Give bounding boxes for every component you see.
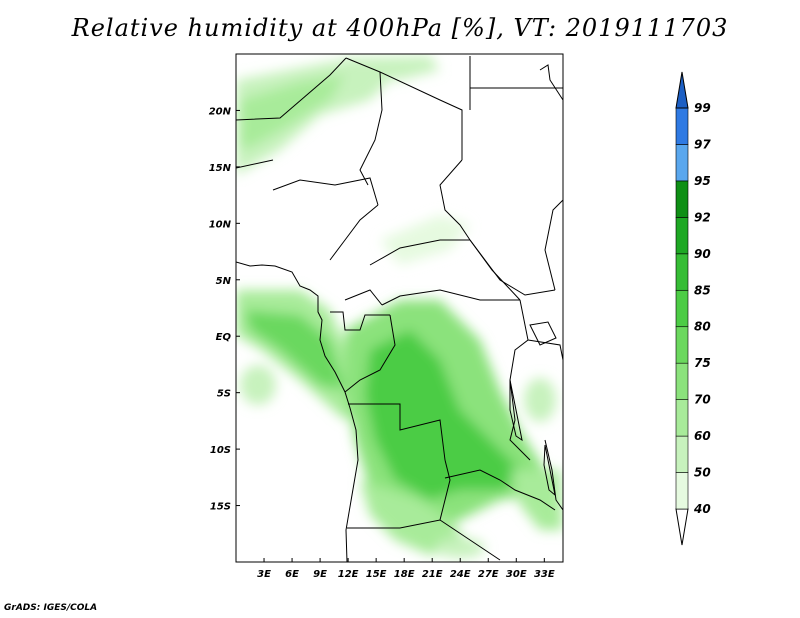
border-libya-chad <box>345 57 463 160</box>
colorbar-box <box>675 362 689 400</box>
lat-tick-label: EQ <box>216 332 232 343</box>
colorbar-box <box>675 253 689 291</box>
colorbar-level-label: 99 <box>694 101 711 115</box>
lat-tick-label: 10N <box>209 219 232 230</box>
lake-tanganyika <box>509 379 523 442</box>
humidity-zone-north-edge <box>340 56 440 80</box>
humidity-zone-northwest <box>236 58 395 175</box>
colorbar-box <box>675 399 689 437</box>
border-namibia <box>347 519 501 561</box>
lon-tick-label: 33E <box>534 569 555 580</box>
colorbar-level-label: 95 <box>694 174 711 188</box>
border-angola-drc <box>348 403 446 461</box>
lat-tick-label: 15S <box>210 502 231 513</box>
colorbar-level-label: 50 <box>694 466 711 480</box>
grads-credit: GrADS: IGES/COLA <box>4 603 98 613</box>
red-sea-coast <box>539 64 563 101</box>
longitude-axis: 3E 6E 9E 12E 15E 18E 21E 24E 27E 30E 33E <box>257 558 555 580</box>
humidity-field <box>236 56 563 558</box>
colorbar-over-triangle <box>675 71 689 109</box>
colorbar-box <box>675 107 689 145</box>
lon-tick-label: 12E <box>338 569 359 580</box>
latitude-axis: 20N 15N 10N 5N EQ 5S 10S 15S <box>209 106 240 513</box>
border-malawi <box>544 439 563 511</box>
lake-victoria <box>529 321 557 346</box>
border-angola-zambia <box>439 459 451 521</box>
border-car <box>369 239 521 301</box>
lat-tick-label: 20N <box>209 106 232 117</box>
border-zambia <box>444 469 556 511</box>
lon-tick-label: 9E <box>313 569 327 580</box>
country-borders <box>236 56 563 562</box>
border-sahara-north <box>236 57 347 121</box>
colorbar-under-triangle <box>675 508 689 546</box>
colorbar-level-label: 97 <box>694 137 711 151</box>
lat-tick-label: 15N <box>209 163 232 174</box>
colorbar-box <box>675 289 689 328</box>
humidity-zone-northwest-core <box>240 75 345 150</box>
colorbar-level-label: 90 <box>694 247 711 261</box>
lon-tick-label: 30E <box>506 569 527 580</box>
colorbar-box <box>675 144 689 182</box>
lon-tick-label: 6E <box>285 569 299 580</box>
border-nigeria-cameroon <box>329 204 379 261</box>
humidity-zone-central-band <box>380 215 470 265</box>
humidity-zone-southwest-core <box>245 310 345 390</box>
lon-tick-label: 3E <box>257 569 271 580</box>
border-nigeria-niger <box>272 177 379 206</box>
colorbar-box <box>675 435 689 473</box>
lat-tick-label: 10S <box>210 445 231 456</box>
border-congo-gabon <box>330 311 390 331</box>
border-chad-sudan <box>439 159 471 241</box>
colorbar: 40 50 60 70 75 80 85 90 92 95 97 99 <box>675 71 711 546</box>
colorbar-box <box>675 217 689 255</box>
lat-tick-label: 5S <box>217 389 231 400</box>
colorbar-level-label: 75 <box>694 356 711 370</box>
coastline-west-africa <box>236 261 359 562</box>
colorbar-box <box>675 472 689 510</box>
border-cameroon-car <box>344 289 383 306</box>
humidity-zone-patch-east <box>524 378 556 422</box>
colorbar-level-label: 92 <box>694 210 711 224</box>
colorbar-level-label: 80 <box>694 320 711 334</box>
colorbar-box <box>675 180 689 218</box>
lon-tick-label: 18E <box>394 569 415 580</box>
humidity-zone-congo-core <box>365 330 520 500</box>
border-congo-drc <box>344 314 396 393</box>
map-frame <box>235 53 564 563</box>
border-mali-niger <box>236 159 274 169</box>
border-niger-chad <box>359 71 383 186</box>
humidity-zone-south-tail <box>360 480 470 555</box>
map-title: Relative humidity at 400hPa [%], VT: 201… <box>71 14 729 42</box>
lake-malawi <box>543 444 556 497</box>
humidity-zone-patch-west <box>240 365 276 405</box>
humidity-zone-southeast <box>510 470 563 530</box>
lat-tick-label: 5N <box>216 276 232 287</box>
lon-tick-label: 24E <box>450 569 471 580</box>
border-sudan-ssudan <box>469 239 556 296</box>
humidity-zone-patch-south <box>435 538 485 558</box>
colorbar-box <box>675 326 689 364</box>
lon-tick-label: 27E <box>478 569 499 580</box>
colorbar-level-label: 70 <box>694 393 711 407</box>
border-car-drc <box>381 289 520 306</box>
border-ethiopia <box>544 199 563 291</box>
colorbar-level-label: 40 <box>693 502 711 516</box>
lon-tick-label: 21E <box>422 569 443 580</box>
colorbar-level-label: 85 <box>694 283 711 297</box>
lon-tick-label: 15E <box>366 569 387 580</box>
colorbar-level-label: 60 <box>694 429 711 443</box>
